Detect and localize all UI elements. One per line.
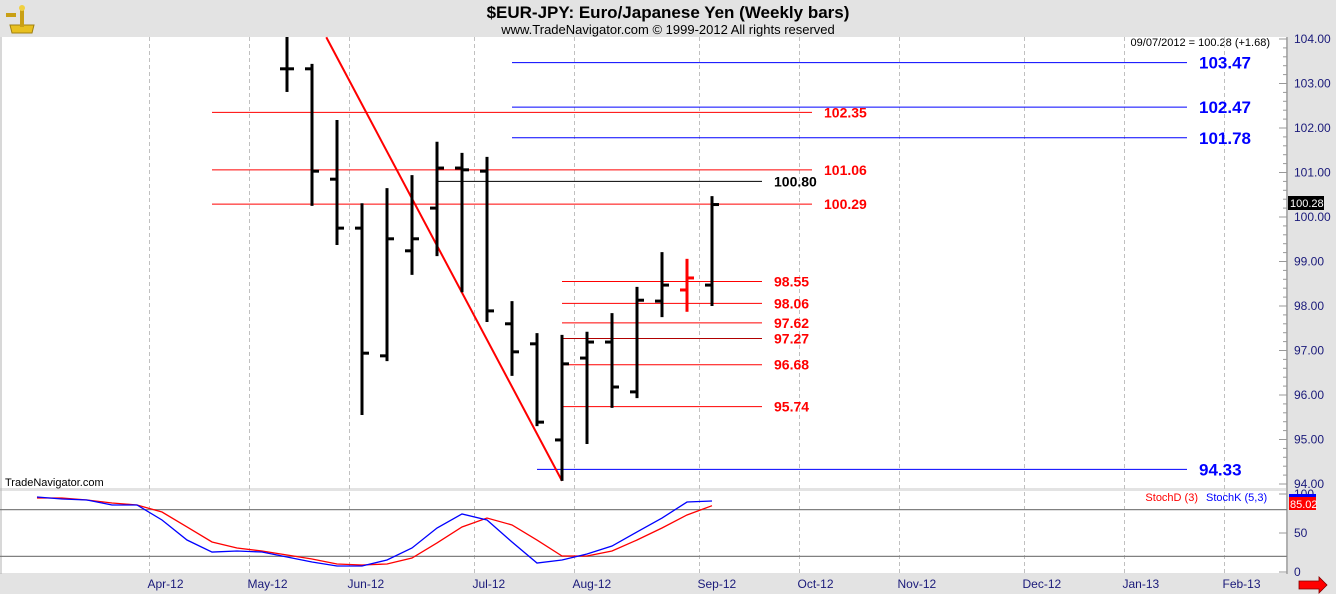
ohlc-bar xyxy=(280,37,294,92)
stochk-line xyxy=(36,496,713,567)
current-price-badge: 100.28 xyxy=(1288,196,1324,210)
ohlc-bar xyxy=(680,258,694,312)
ohlc-bar xyxy=(430,141,444,257)
grid xyxy=(149,37,1225,573)
ohlc-bar xyxy=(555,334,569,481)
level-label: 101.78 xyxy=(1199,129,1251,148)
month-label: Feb-13 xyxy=(1223,577,1261,591)
chart-title: $EUR-JPY: Euro/Japanese Yen (Weekly bars… xyxy=(487,3,850,22)
month-label: Sep-12 xyxy=(698,577,737,591)
watermark: TradeNavigator.com xyxy=(5,477,104,489)
level-label: 100.80 xyxy=(774,173,817,189)
level-label: 97.27 xyxy=(774,330,809,346)
level-label: 95.74 xyxy=(774,399,809,415)
ohlc-bar xyxy=(705,196,719,306)
stoch-value-label: 85.02 xyxy=(1290,499,1318,511)
y-tick-label: 98.00 xyxy=(1294,299,1324,313)
trendline-layer xyxy=(325,36,563,482)
y-tick-label: 94.00 xyxy=(1294,477,1324,491)
stochastic: 050100 xyxy=(0,487,1314,579)
ohlc-bar xyxy=(355,203,369,416)
month-label: Jan-13 xyxy=(1123,577,1160,591)
level-label: 102.35 xyxy=(824,104,867,120)
month-label: Apr-12 xyxy=(148,577,184,591)
month-label: Nov-12 xyxy=(898,577,937,591)
ohlc-bar xyxy=(505,301,519,376)
month-label: May-12 xyxy=(248,577,288,591)
level-label: 98.55 xyxy=(774,274,809,290)
level-label: 100.29 xyxy=(824,196,867,212)
ohlc-bar xyxy=(330,119,344,246)
ohlc-bar xyxy=(530,333,544,427)
level-label: 94.33 xyxy=(1199,460,1242,479)
ohlc-bar xyxy=(305,63,319,206)
stochd-line xyxy=(37,497,713,566)
legend-stochd: StochD (3) xyxy=(1145,492,1198,504)
stoch-y-label: 50 xyxy=(1294,526,1308,540)
ohlc-bar xyxy=(380,188,394,362)
ohlc-bar xyxy=(405,175,419,275)
ohlc-bar xyxy=(605,313,619,408)
trendline xyxy=(325,36,563,482)
sextant-icon xyxy=(6,5,35,34)
level-label: 97.62 xyxy=(774,315,809,331)
current-price-label: 100.28 xyxy=(1290,198,1324,210)
level-label: 98.06 xyxy=(774,295,809,311)
legend-stochk: StochK (5,3) xyxy=(1206,492,1267,504)
level-label: 102.47 xyxy=(1199,98,1251,117)
month-label: Dec-12 xyxy=(1023,577,1062,591)
stoch-y-label: 0 xyxy=(1294,565,1301,579)
level-label: 96.68 xyxy=(774,357,809,373)
last-quote: 09/07/2012 = 100.28 (+1.68) xyxy=(1131,37,1270,49)
y-tick-label: 104.00 xyxy=(1294,32,1331,46)
price-bars xyxy=(280,37,719,481)
time-axis: Apr-12 May-12 Jun-12 Jul-12 Aug-12 Sep-12 Oct-… xyxy=(148,577,1261,591)
ohlc-bar xyxy=(480,156,494,323)
month-label: Jul-12 xyxy=(473,577,506,591)
ohlc-bar xyxy=(630,286,644,399)
stoch-value-badge: 85.02 xyxy=(1289,494,1318,511)
chart-subtitle: www.TradeNavigator.com © 1999-2012 All r… xyxy=(500,22,835,37)
month-label: Aug-12 xyxy=(573,577,612,591)
level-label: 103.47 xyxy=(1199,54,1251,73)
ohlc-bar xyxy=(655,252,669,318)
y-tick-label: 103.00 xyxy=(1294,77,1331,91)
price-panel xyxy=(0,37,1287,488)
y-tick-label: 100.00 xyxy=(1294,210,1331,224)
month-label: Jun-12 xyxy=(348,577,385,591)
price-axis: 94.00 95.00 96.00 97.00 98.00 99.00 100.00 101.… xyxy=(1279,32,1331,491)
y-tick-label: 96.00 xyxy=(1294,388,1324,402)
y-tick-label: 99.00 xyxy=(1294,255,1324,269)
y-tick-label: 95.00 xyxy=(1294,433,1324,447)
right-arrow-icon[interactable] xyxy=(1298,576,1328,594)
ohlc-bar xyxy=(455,152,469,293)
stochastic-panel xyxy=(0,491,1287,573)
y-tick-label: 97.00 xyxy=(1294,344,1324,358)
level-label: 101.06 xyxy=(824,162,867,178)
month-label: Oct-12 xyxy=(798,577,834,591)
ohlc-bar xyxy=(580,331,594,444)
y-tick-label: 102.00 xyxy=(1294,121,1331,135)
y-tick-label: 101.00 xyxy=(1294,166,1331,180)
